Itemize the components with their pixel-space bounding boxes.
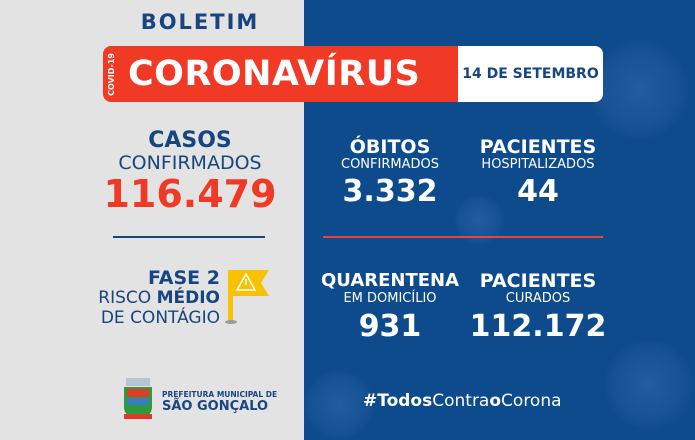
hospitalizados-title: PACIENTES <box>479 136 597 158</box>
casos-title: CASOS <box>148 128 232 153</box>
curados-title: PACIENTES <box>479 270 597 292</box>
org-line2: SÃO GONÇALO <box>162 399 269 414</box>
covid-tag: COVID-19 <box>107 52 116 96</box>
curados-subtitle: CURADOS <box>505 291 571 306</box>
risk-level: MÉDIO <box>156 288 220 308</box>
virus-decoration <box>304 370 374 440</box>
curados-value: 112.172 <box>469 309 607 344</box>
warning-flag-icon <box>225 270 269 324</box>
hashtag-part: #Todos <box>363 391 433 411</box>
phase-label: FASE 2 <box>147 267 220 289</box>
casos-subtitle: CONFIRMADOS <box>118 152 262 174</box>
obitos-subtitle: CONFIRMADOS <box>341 157 439 172</box>
risk-label: RISCO <box>98 288 157 308</box>
hospitalizados-value: 44 <box>517 174 559 209</box>
virus-decoration <box>589 40 689 140</box>
obitos-title: ÓBITOS <box>349 136 431 158</box>
divider <box>113 236 265 238</box>
date: 14 DE SETEMBRO <box>458 46 603 102</box>
hospitalizados-subtitle: HOSPITALIZADOS <box>481 157 595 172</box>
quarentena-subtitle: EM DOMICÍLIO <box>343 291 437 306</box>
org-line1: PREFEITURA MUNICIPAL DE <box>162 390 278 399</box>
quarentena-value: 931 <box>358 309 422 344</box>
quarentena-title: QUARENTENA <box>320 270 460 291</box>
virus-decoration <box>604 340 694 430</box>
hashtag-part: o <box>489 391 502 411</box>
hashtag-part: Contra <box>432 391 490 411</box>
headline: CORONAVÍRUS <box>128 54 421 94</box>
bulletin-title: BOLETIM <box>140 10 260 34</box>
hashtag: #TodosContraoCorona <box>363 391 562 411</box>
city-coat-of-arms-logo <box>124 378 152 419</box>
headline-banner: COVID-19 CORONAVÍRUS 14 DE SETEMBRO <box>103 46 603 102</box>
obitos-value: 3.332 <box>342 174 438 209</box>
risk-phase: FASE 2 RISCO MÉDIO DE CONTÁGIO <box>80 268 220 328</box>
hashtag-part: Corona <box>501 391 562 411</box>
casos-value: 116.479 <box>103 172 277 216</box>
divider <box>323 236 603 238</box>
contagion-label: DE CONTÁGIO <box>100 308 220 328</box>
